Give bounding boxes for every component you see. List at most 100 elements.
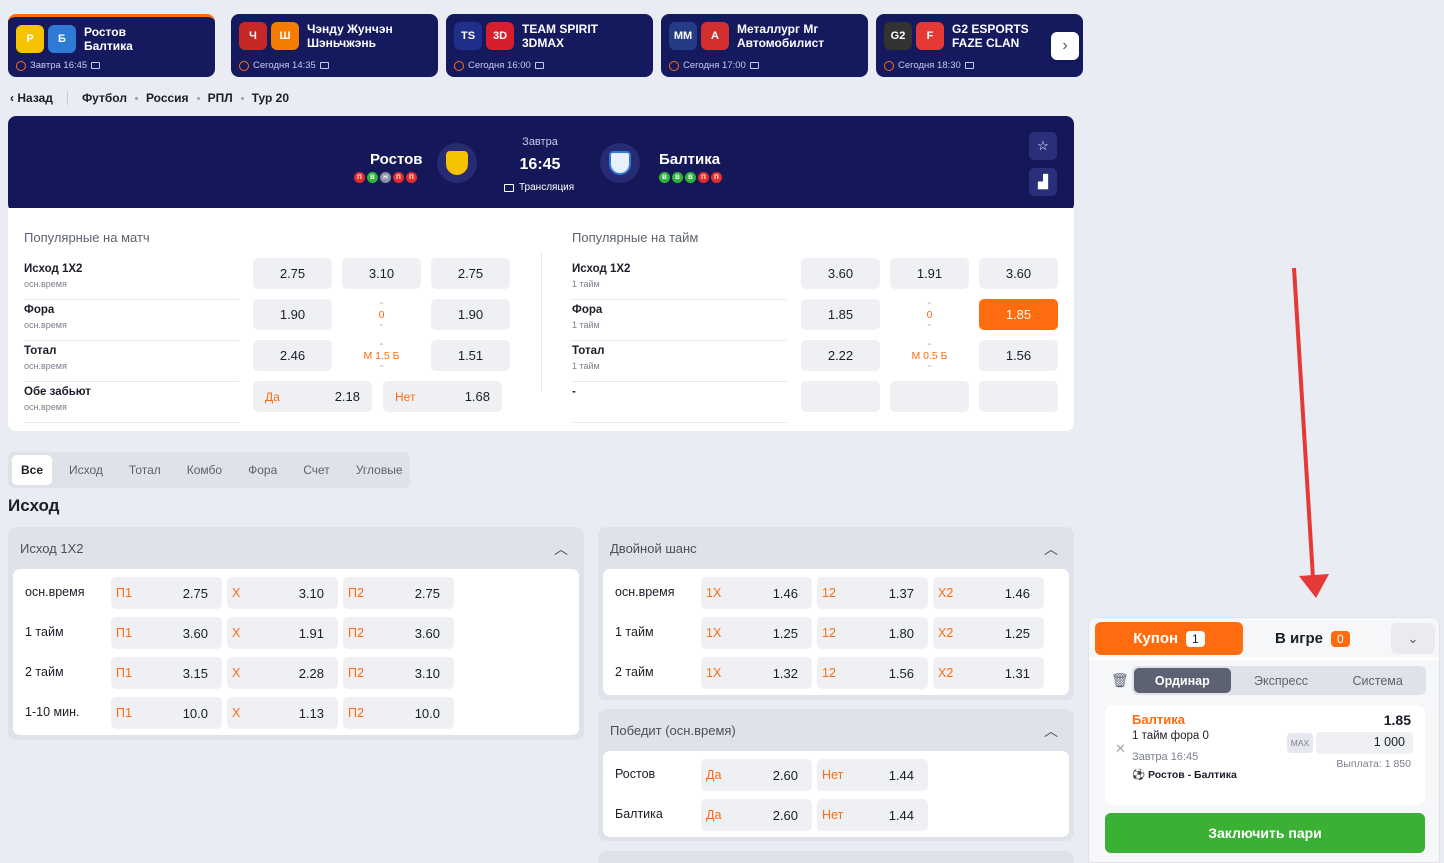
odds-button[interactable]: 2.22 (801, 340, 880, 371)
stats-chart-button[interactable]: ▟ (1029, 168, 1057, 196)
odds-button[interactable]: П1 10.0 (111, 697, 222, 729)
crumb-league[interactable]: РПЛ (207, 91, 233, 105)
event-tile[interactable]: TS 3D TEAM SPIRIT 3DMAX Сегодня 16:00 (446, 14, 653, 77)
back-link[interactable]: ‹ Назад (10, 91, 53, 105)
mode-single[interactable]: Ординар (1134, 668, 1231, 693)
odds-value: 3.60 (827, 266, 854, 281)
tab-4[interactable]: Фора (248, 463, 278, 477)
odds-button[interactable]: Нет 1.68 (383, 381, 502, 412)
odds-button[interactable]: 3.60 (979, 258, 1058, 289)
odds-button[interactable]: П2 2.75 (343, 577, 454, 609)
market-label: Тотал (24, 345, 57, 357)
odds-key: П1 (116, 706, 132, 720)
odds-button[interactable]: X2 1.31 (933, 657, 1044, 689)
odds-button[interactable]: 2.75 (253, 258, 332, 289)
odds-button[interactable]: П2 10.0 (343, 697, 454, 729)
tab-6[interactable]: Угловые (355, 463, 403, 477)
odds-button[interactable]: Х 1.13 (227, 697, 338, 729)
crumb-football[interactable]: Футбол (81, 91, 127, 105)
team-logo-icon: F (916, 22, 944, 50)
event-tile[interactable]: ММ А Металлург Мг Автомобилист Сегодня 17:00 (661, 14, 868, 77)
odds-button[interactable]: 1X 1.25 (701, 617, 812, 649)
odds-button[interactable] (801, 381, 880, 412)
collapse-chevron-icon[interactable]: ︿ (554, 541, 568, 557)
odds-button[interactable]: П1 3.15 (111, 657, 222, 689)
odds-button[interactable]: Да 2.18 (253, 381, 372, 412)
odds-key: 1X (706, 666, 722, 680)
event-tile[interactable]: Р Б Ростов Балтика Завтра 16:45 (8, 14, 215, 77)
crumb-round[interactable]: Тур 20 (251, 91, 290, 105)
popular-row: - (572, 386, 787, 424)
line-stepper[interactable]: ⌃ М 0.5 Б ⌄ (890, 340, 969, 371)
collapse-chevron-icon[interactable]: ︿ (1044, 723, 1058, 739)
odds-value: 10.0 (182, 705, 208, 721)
tab-3[interactable]: Комбо (186, 463, 223, 477)
odds-button[interactable]: Да 2.60 (701, 799, 812, 831)
odds-button[interactable]: 2.46 (253, 340, 332, 371)
odds-button[interactable]: 3.60 (801, 258, 880, 289)
stake-input[interactable]: 1 000 (1316, 732, 1413, 754)
odds-button[interactable]: Х 2.28 (227, 657, 338, 689)
event-tile[interactable]: G2 F G2 ESPORTS FAZE CLAN Сегодня 18:30 (876, 14, 1083, 77)
odds-button[interactable]: Х 3.10 (227, 577, 338, 609)
event-tile[interactable]: Ч Ш Чэнду Жунчэн Шэньчжэнь Сегодня 14:35 (231, 14, 438, 77)
max-stake-button[interactable]: MAX (1287, 733, 1313, 753)
line-stepper[interactable]: ⌃ 0 ⌄ (890, 299, 969, 330)
tab-5[interactable]: Счет (303, 463, 330, 477)
odds-button[interactable]: 1.90 (253, 299, 332, 330)
chevron-down-icon: ⌄ (926, 318, 933, 328)
odds-button[interactable]: П1 2.75 (111, 577, 222, 609)
odds-button[interactable]: Да 2.60 (701, 759, 812, 791)
odds-value: 1.44 (888, 767, 914, 783)
market-row: 2 тайм П1 3.15 Х 2.28 П2 3.10 (13, 657, 579, 689)
trash-icon[interactable]: 🗑 (1111, 672, 1129, 688)
odds-button[interactable]: X2 1.46 (933, 577, 1044, 609)
line-stepper[interactable]: ⌃ М 1.5 Б ⌄ (342, 340, 421, 371)
market-label: Фора (24, 304, 55, 316)
odds-button[interactable]: 12 1.56 (817, 657, 928, 689)
line-stepper[interactable]: ⌃ 0 ⌄ (342, 299, 421, 330)
tab-0[interactable]: Все (12, 455, 53, 485)
odds-button[interactable]: 3.10 (342, 258, 421, 289)
odds-button[interactable]: П2 3.60 (343, 617, 454, 649)
stream-link[interactable]: Трансляция (504, 182, 574, 193)
market-sublabel: 1 тайм (572, 320, 600, 330)
odds-value: 1.85 (827, 307, 854, 322)
odds-button[interactable]: Нет 1.44 (817, 799, 928, 831)
collapse-chevron-icon[interactable]: ︿ (1044, 541, 1058, 557)
odds-button[interactable]: 1.90 (431, 299, 510, 330)
favorite-star-button[interactable]: ☆ (1029, 132, 1057, 160)
odds-button[interactable]: 2.75 (431, 258, 510, 289)
odds-button[interactable]: 1.51 (431, 340, 510, 371)
ingame-tab[interactable]: В игре 0 (1275, 622, 1350, 655)
odds-button[interactable]: П2 3.10 (343, 657, 454, 689)
odds-button[interactable]: X2 1.25 (933, 617, 1044, 649)
form-badge: В (659, 172, 670, 183)
tab-1[interactable]: Исход (69, 463, 103, 477)
mode-system[interactable]: Система (1352, 673, 1403, 688)
carousel-next-button[interactable]: › (1051, 32, 1079, 60)
odds-button[interactable] (979, 381, 1058, 412)
odds-button[interactable]: 1X 1.46 (701, 577, 812, 609)
coupon-tab[interactable]: Купон 1 (1095, 622, 1243, 655)
odds-button[interactable]: 1.56 (979, 340, 1058, 371)
odds-button[interactable]: 12 1.37 (817, 577, 928, 609)
line-value: 0 (378, 308, 385, 321)
odds-button[interactable]: 1.85 (801, 299, 880, 330)
remove-bet-close-icon[interactable]: ✕ (1115, 741, 1126, 756)
crumb-country[interactable]: Россия (145, 91, 189, 105)
odds-button[interactable]: 1.91 (890, 258, 969, 289)
odds-button[interactable] (890, 381, 969, 412)
odds-value: 2.22 (827, 348, 854, 363)
place-bet-button[interactable]: Заключить пари (1105, 813, 1425, 853)
chevron-down-icon[interactable]: ⌄ (1391, 623, 1435, 654)
odds-button[interactable]: П1 3.60 (111, 617, 222, 649)
odds-button[interactable]: Х 1.91 (227, 617, 338, 649)
mode-express[interactable]: Экспресс (1253, 673, 1309, 688)
odds-button[interactable]: 1.85 (979, 299, 1058, 330)
odds-button[interactable]: 1X 1.32 (701, 657, 812, 689)
tab-2[interactable]: Тотал (128, 463, 161, 477)
form-badge: П (393, 172, 404, 183)
odds-button[interactable]: Нет 1.44 (817, 759, 928, 791)
odds-button[interactable]: 12 1.80 (817, 617, 928, 649)
